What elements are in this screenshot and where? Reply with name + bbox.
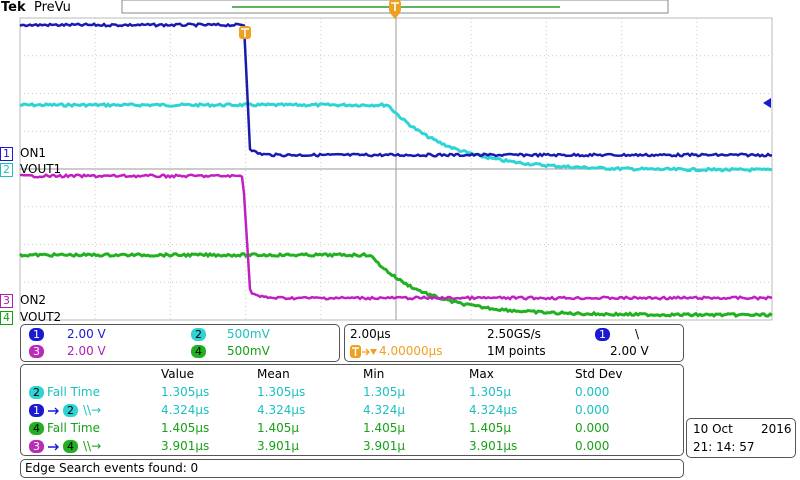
date: 10 Oct bbox=[693, 422, 733, 436]
measurement-value: 3.901µs bbox=[469, 439, 518, 453]
channel-marker: 1 bbox=[0, 147, 13, 161]
channel-badge: 4 bbox=[191, 345, 206, 358]
column-header: Max bbox=[469, 367, 494, 381]
waveform-label: VOUT1 bbox=[20, 162, 62, 176]
source-badge: 1 bbox=[29, 404, 44, 417]
measurement-value: 4.324µs bbox=[161, 403, 210, 417]
waveform-label: ON1 bbox=[20, 146, 47, 160]
column-header: Mean bbox=[257, 367, 290, 381]
measurement-value: 1.405µs bbox=[161, 421, 210, 435]
measurement-name: \\→ bbox=[83, 439, 102, 453]
measurement-value: 3.901µs bbox=[161, 439, 210, 453]
measurement-value: 0.000 bbox=[575, 385, 610, 399]
measurement-value: 1.405µ bbox=[363, 421, 405, 435]
channel-scale: 2.00 V bbox=[67, 344, 106, 358]
waveform bbox=[19, 173, 773, 302]
sample-rate: 2.50GS/s bbox=[487, 327, 541, 341]
channel-badge: 1 bbox=[29, 328, 44, 341]
measurement-value: 1.305µs bbox=[161, 385, 210, 399]
channel-badge: 2 bbox=[191, 328, 206, 341]
waveform bbox=[19, 102, 773, 173]
time: 21: 14: 57 bbox=[693, 440, 755, 454]
delay-arrow bbox=[48, 443, 59, 451]
waveforms bbox=[18, 22, 773, 318]
status-text: Edge Search events found: 0 bbox=[25, 461, 199, 475]
measurement-value: 4.324µs bbox=[469, 403, 518, 417]
horizontal-scale: 2.00µs bbox=[350, 327, 391, 341]
waveform-label: ON2 bbox=[20, 293, 47, 307]
acquisition-mode: PreVu bbox=[34, 0, 71, 15]
channel-scale: 2.00 V bbox=[67, 327, 106, 341]
waveform-display bbox=[18, 0, 773, 321]
trigger-slope: \ bbox=[635, 327, 640, 341]
channel-panel[interactable]: 1 2.00 V 2 500mV 3 2.00 V 4 500mV bbox=[20, 324, 340, 362]
channel-marker: 4 bbox=[0, 311, 13, 325]
measurement-value: 0.000 bbox=[575, 439, 610, 453]
channel-marker: 2 bbox=[0, 163, 13, 177]
measurement-value: 0.000 bbox=[575, 403, 610, 417]
waveform bbox=[18, 251, 773, 318]
source-badge: 4 bbox=[29, 422, 44, 435]
measurement-value: 4.324µ bbox=[363, 403, 405, 417]
target-badge: 2 bbox=[63, 404, 78, 417]
measurement-value: 1.305µs bbox=[257, 385, 306, 399]
trigger-position: 4.00000µs bbox=[379, 344, 443, 358]
year: 2016 bbox=[761, 422, 792, 436]
measurement-panel[interactable]: Value Mean Min Max Std Dev 2 Fall Time 1.305µs 1… bbox=[20, 364, 684, 456]
trigger-position-icon bbox=[350, 345, 377, 358]
channel-scale: 500mV bbox=[227, 327, 270, 341]
trigger-level: 2.00 V bbox=[610, 344, 649, 358]
channel-marker: 3 bbox=[0, 294, 13, 308]
target-badge: 4 bbox=[63, 440, 78, 453]
channel-scale: 500mV bbox=[227, 344, 270, 358]
measurement-value: 3.901µ bbox=[257, 439, 299, 453]
source-badge: 2 bbox=[29, 386, 44, 399]
record-length: 1M points bbox=[487, 344, 546, 358]
measurement-value: 0.000 bbox=[575, 421, 610, 435]
waveform-label: VOUT2 bbox=[20, 310, 62, 324]
column-header: Min bbox=[363, 367, 385, 381]
trigger-source: 1 bbox=[595, 328, 610, 341]
timebase-panel[interactable]: 2.00µs 2.50GS/s 1 \ 4.00000µs 1M points … bbox=[344, 324, 684, 362]
measurement-value: 1.305µ bbox=[363, 385, 405, 399]
source-badge: 3 bbox=[29, 440, 44, 453]
measurement-name: Fall Time bbox=[47, 421, 101, 435]
trigger-point bbox=[239, 26, 251, 39]
date-panel: 10 Oct 2016 21: 14: 57 bbox=[686, 418, 796, 458]
status-bar: Edge Search events found: 0 bbox=[20, 459, 684, 478]
measurement-name: \\→ bbox=[83, 403, 102, 417]
brand: Tek bbox=[1, 0, 26, 15]
offset-marker bbox=[763, 98, 771, 108]
channel-badge: 3 bbox=[29, 345, 44, 358]
measurement-value: 1.405µ bbox=[469, 421, 511, 435]
column-header: Value bbox=[161, 367, 194, 381]
measurement-value: 3.901µ bbox=[363, 439, 405, 453]
measurement-value: 4.324µs bbox=[257, 403, 306, 417]
delay-arrow bbox=[48, 407, 59, 415]
trigger-marker bbox=[389, 0, 401, 19]
measurement-name: Fall Time bbox=[47, 385, 101, 399]
measurement-value: 1.305µ bbox=[469, 385, 511, 399]
measurement-value: 1.405µ bbox=[257, 421, 299, 435]
column-header: Std Dev bbox=[575, 367, 623, 381]
waveform bbox=[19, 22, 773, 159]
